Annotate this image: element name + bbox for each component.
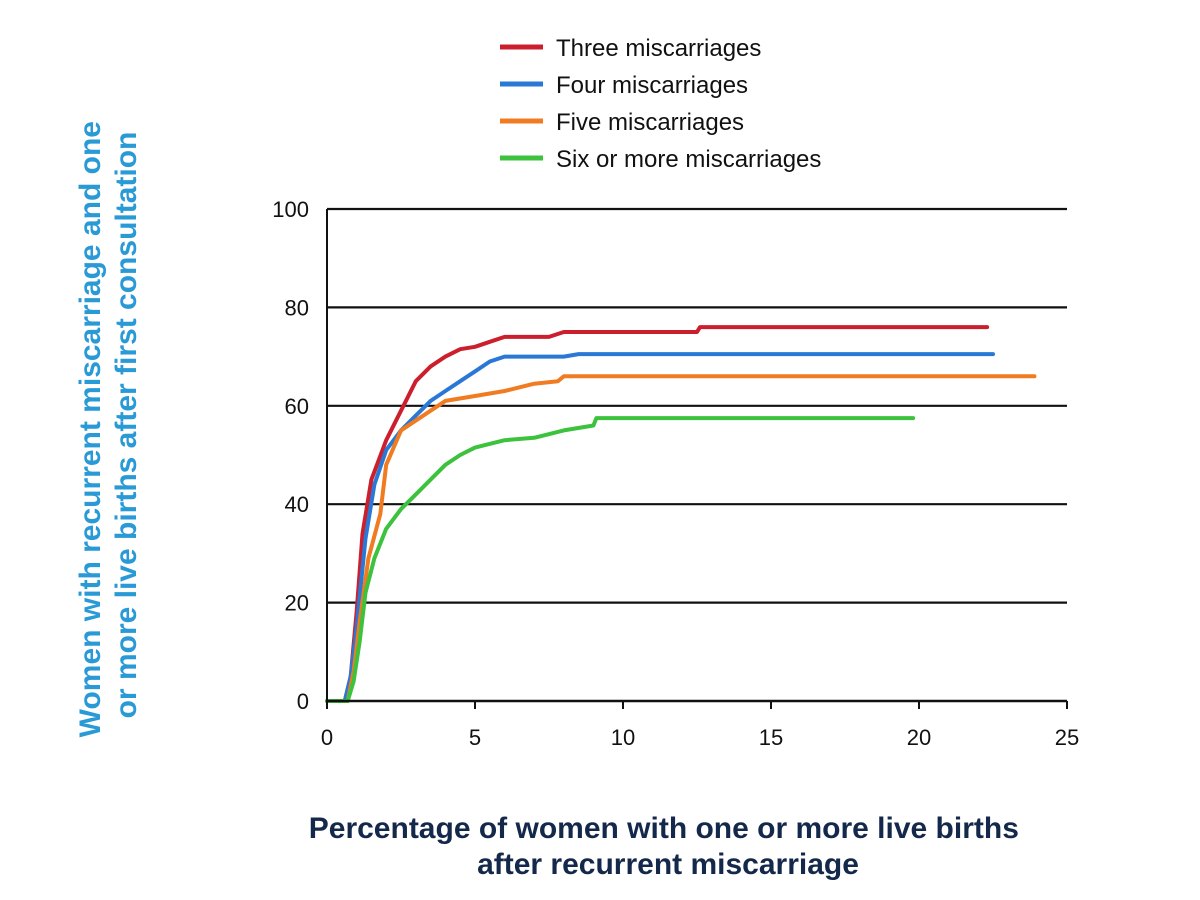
legend-label-2: Four miscarriages xyxy=(556,72,748,99)
x-tick-label: 20 xyxy=(907,725,931,750)
y-axis-label: Women with recurrent miscarriage and one… xyxy=(74,113,143,738)
y-tick-label: 40 xyxy=(285,492,309,517)
axes xyxy=(326,209,1068,709)
x-axis-label-line-2: after recurrent miscarriage xyxy=(477,848,859,881)
y-tick-label: 0 xyxy=(297,689,309,714)
y-tick-label: 60 xyxy=(285,394,309,419)
x-tick-label: 5 xyxy=(469,725,481,750)
x-tick-labels: 0 5 10 15 20 25 xyxy=(321,725,1079,750)
series-layer xyxy=(325,325,1037,703)
y-axis-label-line-1: Women with recurrent miscarriage and one xyxy=(74,121,107,737)
y-tick-label: 100 xyxy=(272,197,309,222)
series-line-4 xyxy=(325,416,916,703)
y-tick-label: 20 xyxy=(285,591,309,616)
x-axis-label-line-1: Percentage of women with one or more liv… xyxy=(309,812,1019,845)
y-tick-label: 80 xyxy=(285,295,309,320)
x-tick-label: 25 xyxy=(1055,725,1079,750)
y-tick-labels: 0 20 40 60 80 100 xyxy=(272,197,309,714)
gridlines xyxy=(327,207,1067,604)
series-line-2 xyxy=(325,352,995,703)
x-tick-label: 0 xyxy=(321,725,333,750)
legend-label-3: Five miscarriages xyxy=(556,109,744,136)
series-line-3 xyxy=(325,374,1037,703)
legend: Three miscarriages Four miscarriages Five … xyxy=(500,35,821,173)
x-tick-label: 15 xyxy=(759,725,783,750)
x-axis-label: Percentage of women with one or more liv… xyxy=(309,812,1028,881)
legend-label-4: Six or more miscarriages xyxy=(556,146,821,173)
legend-label-1: Three miscarriages xyxy=(556,35,761,62)
x-tick-label: 10 xyxy=(611,725,635,750)
series-line-1 xyxy=(325,325,990,703)
y-axis-label-line-2: or more live births after first consulta… xyxy=(110,132,143,719)
